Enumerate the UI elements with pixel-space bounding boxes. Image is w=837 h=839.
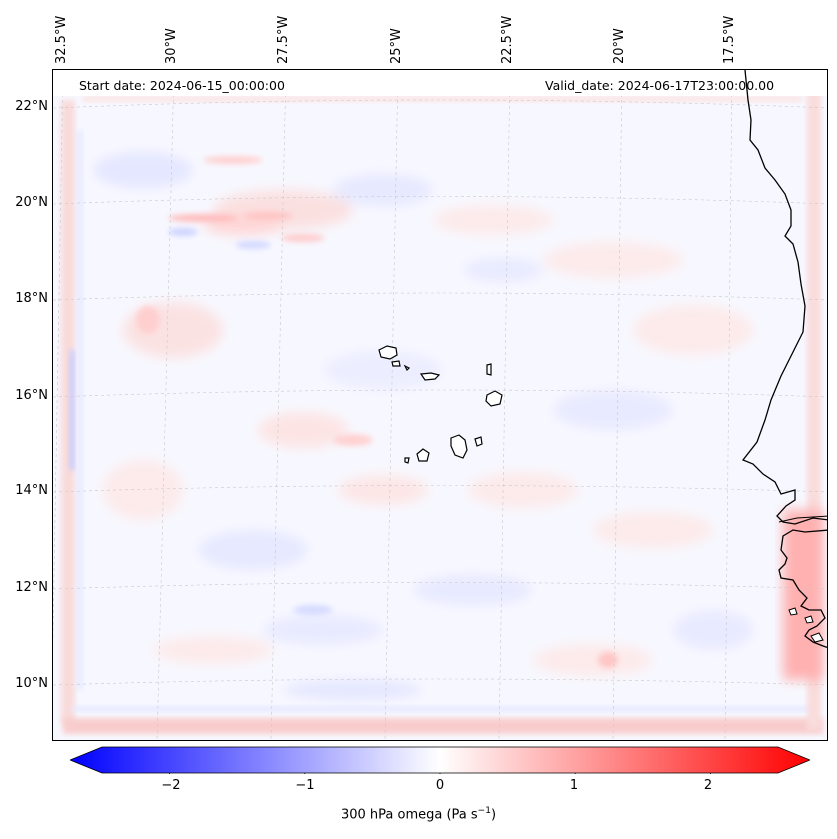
island-fogo: [416, 448, 430, 462]
gridlines: [53, 70, 827, 740]
island-maio: [474, 436, 483, 447]
lon-label-22-5w: 22.5°W: [500, 15, 515, 64]
west-boundary-blue-strip: [77, 130, 83, 690]
colorbar-label: 300 hPa omega (Pa s−1): [340, 806, 497, 823]
lon-label-30w: 30°W: [164, 28, 179, 64]
lat-label-22n: 22°N: [15, 99, 48, 114]
island-boa-vista: [485, 390, 503, 407]
lat-label-14n: 14°N: [15, 483, 48, 498]
colorbar-tick-marks: [169, 773, 711, 774]
island-santa-luzia: [403, 364, 411, 372]
lat-label-12n: 12°N: [15, 580, 48, 595]
map-panel: [52, 69, 828, 741]
north-boundary-red: [83, 96, 803, 102]
colorbar-tick-0: 0: [435, 778, 445, 793]
south-boundary-red: [63, 718, 823, 734]
lon-label-32-5w: 32.5°W: [54, 15, 69, 64]
lat-label-10n: 10°N: [15, 676, 48, 691]
island-santo-antao: [378, 345, 398, 360]
east-coastal-red: [783, 510, 823, 680]
colorbar-tick-2: 2: [703, 778, 713, 793]
lon-label-25w: 25°W: [389, 28, 404, 64]
west-boundary-blue: [69, 350, 75, 470]
lon-label-17-5w: 17.5°W: [722, 15, 737, 64]
gambia-river: [778, 515, 827, 523]
omega-field-streaks: [136, 156, 618, 668]
island-brava: [404, 457, 410, 464]
island-sal: [486, 363, 492, 376]
west-africa-coastline: [741, 70, 827, 649]
west-boundary-red: [61, 100, 75, 725]
lat-label-18n: 18°N: [15, 291, 48, 306]
colorbar-tick-minus-2: −2: [161, 778, 181, 793]
colorbar-tick-minus-1: −1: [295, 778, 315, 793]
south-boundary-blue: [73, 706, 813, 712]
header-strip: [53, 70, 827, 96]
lat-label-20n: 20°N: [15, 195, 48, 210]
start-date-label: Start date: 2024-06-15_00:00:00: [79, 78, 285, 93]
colorbar-tick-1: 1: [569, 778, 579, 793]
island-sao-vicente: [391, 360, 401, 367]
cape-verde-islands: [378, 345, 503, 464]
lon-label-20w: 20°W: [612, 28, 627, 64]
lon-label-27-5w: 27.5°W: [276, 15, 291, 64]
island-sao-nicolau: [419, 372, 441, 381]
bissagos-islands: [788, 607, 824, 643]
valid-date-label: Valid_date: 2024-06-17T23:00:00.00: [545, 78, 775, 93]
colorbar-gradient: [70, 746, 810, 774]
omega-field-blobs: [93, 152, 753, 700]
colorbar: [70, 746, 810, 774]
island-santiago: [450, 434, 468, 459]
lat-label-16n: 16°N: [15, 388, 48, 403]
omega-field-map: [53, 70, 827, 740]
